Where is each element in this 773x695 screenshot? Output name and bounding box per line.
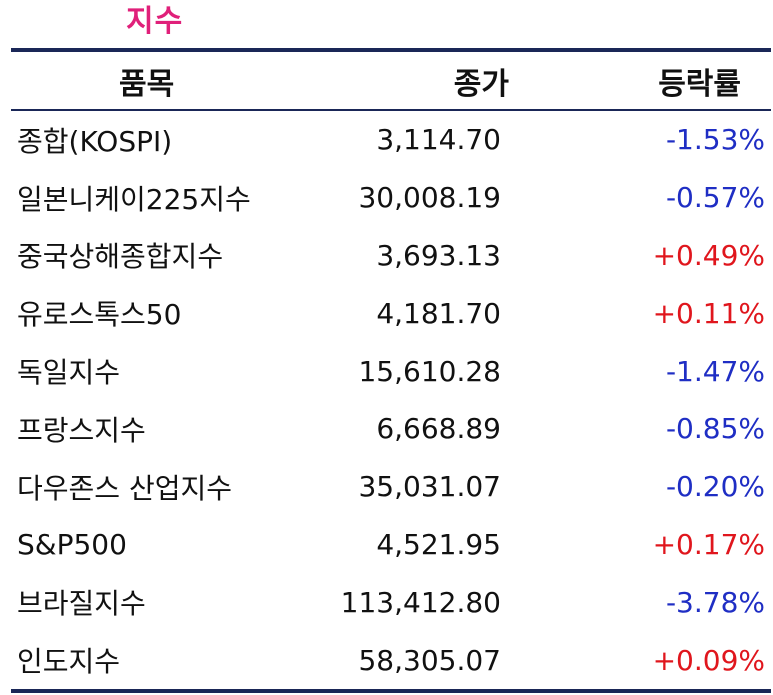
closing-price: 4,521.95 xyxy=(376,527,501,561)
index-table: 품목 종가 등락률 종합(KOSPI) 3,114.70 -1.53% 일본니케이22… xyxy=(11,48,771,693)
closing-price: 58,305.07 xyxy=(358,643,501,677)
index-name: S&P500 xyxy=(17,527,127,561)
table-row: 인도지수 58,305.07 +0.09% xyxy=(11,631,771,689)
index-name: 중국상해종합지수 xyxy=(17,240,224,274)
change-rate: -0.57% xyxy=(665,181,765,215)
change-rate: +0.09% xyxy=(652,643,765,677)
closing-price: 3,114.70 xyxy=(376,123,501,157)
closing-price: 4,181.70 xyxy=(376,296,501,330)
change-rate: -0.20% xyxy=(665,470,765,504)
change-rate: -0.85% xyxy=(665,412,765,446)
header-close: 종가 xyxy=(453,66,509,102)
index-name: 프랑스지수 xyxy=(17,413,146,447)
table-row: 중국상해종합지수 3,693.13 +0.49% xyxy=(11,227,771,285)
table-row: 유로스톡스50 4,181.70 +0.11% xyxy=(11,284,771,342)
closing-price: 113,412.80 xyxy=(340,585,501,619)
header-name: 품목 xyxy=(119,66,175,102)
closing-price: 30,008.19 xyxy=(358,181,501,215)
change-rate: -1.53% xyxy=(665,123,765,157)
table-row: 브라질지수 113,412.80 -3.78% xyxy=(11,573,771,631)
table-row: 프랑스지수 6,668.89 -0.85% xyxy=(11,400,771,458)
change-rate: +0.11% xyxy=(652,296,765,330)
index-name: 독일지수 xyxy=(17,356,121,390)
table-row: 종합(KOSPI) 3,114.70 -1.53% xyxy=(11,111,771,169)
page-title: 지수 xyxy=(126,4,184,39)
header-change: 등락률 xyxy=(658,66,741,102)
table-header: 품목 종가 등락률 xyxy=(11,52,771,111)
index-name: 일본니케이225지수 xyxy=(17,182,251,216)
closing-price: 6,668.89 xyxy=(376,412,501,446)
index-name: 유로스톡스50 xyxy=(17,298,182,332)
table-row: 독일지수 15,610.28 -1.47% xyxy=(11,342,771,400)
change-rate: +0.17% xyxy=(652,527,765,561)
table-row: 다우존스 산업지수 35,031.07 -0.20% xyxy=(11,458,771,516)
closing-price: 15,610.28 xyxy=(358,354,501,388)
index-name: 브라질지수 xyxy=(17,587,146,621)
change-rate: +0.49% xyxy=(652,238,765,272)
index-name: 인도지수 xyxy=(17,645,121,679)
change-rate: -1.47% xyxy=(665,354,765,388)
index-name: 종합(KOSPI) xyxy=(17,124,173,158)
table-body: 종합(KOSPI) 3,114.70 -1.53% 일본니케이225지수 30,008.… xyxy=(11,111,771,689)
index-name: 다우존스 산업지수 xyxy=(17,471,232,505)
closing-price: 35,031.07 xyxy=(358,470,501,504)
table-row: 일본니케이225지수 30,008.19 -0.57% xyxy=(11,169,771,227)
table-row: S&P500 4,521.95 +0.17% xyxy=(11,516,771,574)
closing-price: 3,693.13 xyxy=(376,238,501,272)
change-rate: -3.78% xyxy=(665,585,765,619)
